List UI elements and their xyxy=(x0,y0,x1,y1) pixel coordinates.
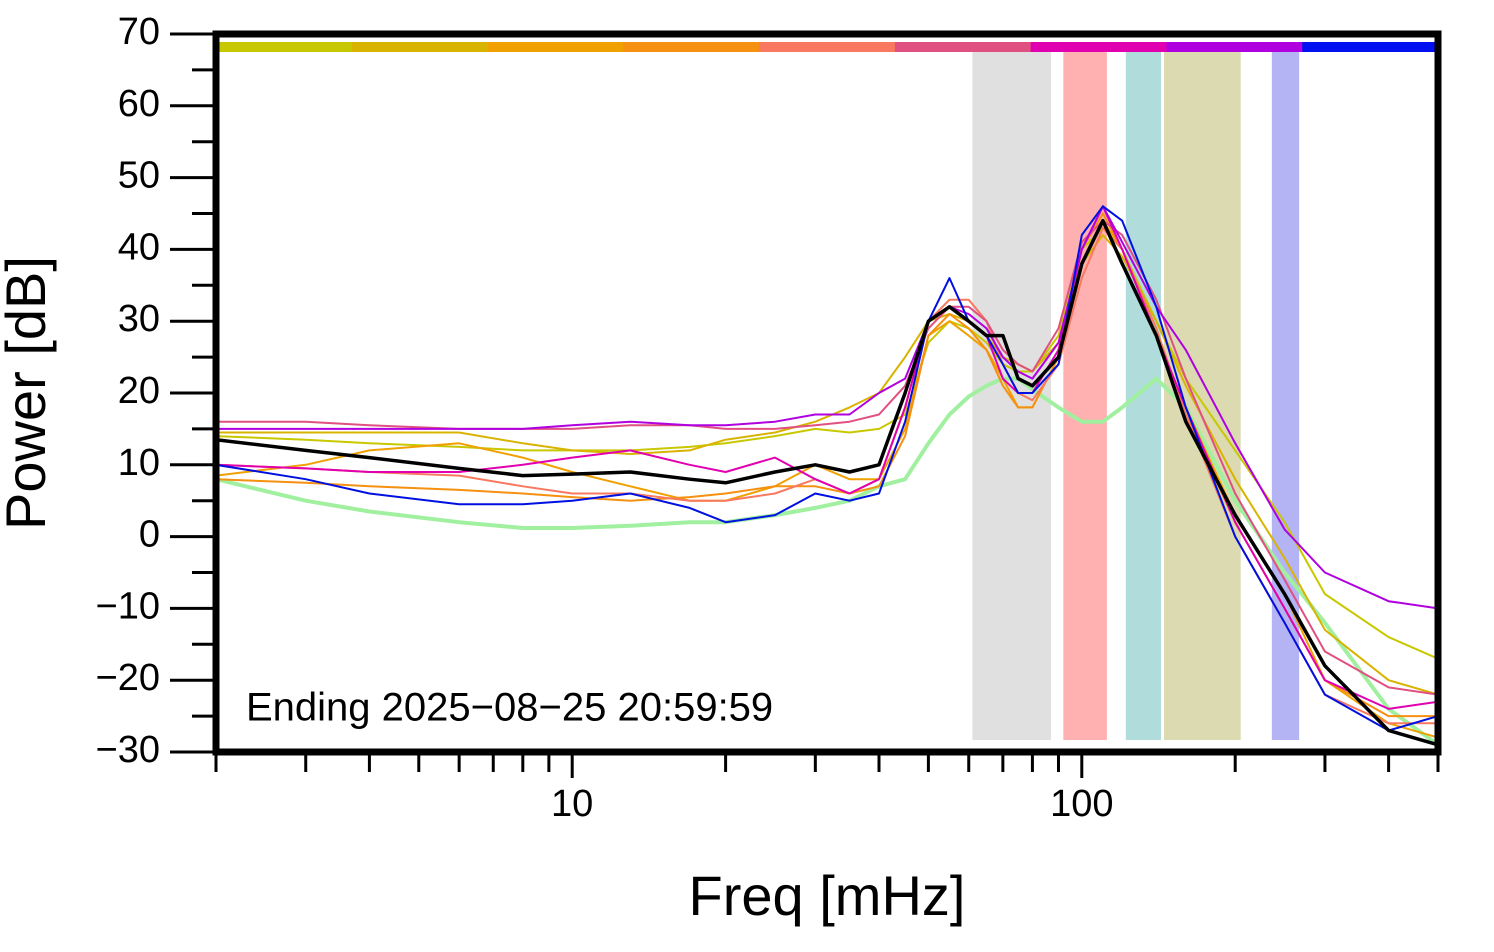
series-line xyxy=(216,226,1438,660)
y-tick-label: 20 xyxy=(118,370,160,412)
y-tick-label: 0 xyxy=(139,514,160,556)
y-tick-label: 50 xyxy=(118,155,160,197)
series-line xyxy=(216,205,1438,610)
color-bar xyxy=(216,42,1439,52)
color-bar-segment xyxy=(1166,42,1303,52)
y-tick-label: 40 xyxy=(118,226,160,268)
y-tick-label: −30 xyxy=(96,729,160,771)
series-line xyxy=(216,205,1438,732)
x-tick-label: 10 xyxy=(551,783,593,825)
y-tick-label: −10 xyxy=(96,585,160,627)
lines xyxy=(216,205,1438,747)
color-bar-segment xyxy=(487,42,624,52)
series-line xyxy=(216,212,1438,718)
series-line xyxy=(216,205,1438,710)
plot-frame xyxy=(212,30,1442,756)
x-axis-title: Freq [mHz] xyxy=(689,864,966,927)
axes: −30 −20 −10 0 10 20 30 40 50 60 70 10 100 xyxy=(96,11,1440,825)
series-line xyxy=(216,234,1438,696)
y-tick-label: 10 xyxy=(118,442,160,484)
color-bar-segment xyxy=(1030,42,1167,52)
y-tick-label: 70 xyxy=(118,11,160,53)
band xyxy=(1271,52,1300,740)
y-axis-title: Power [dB] xyxy=(0,256,57,530)
color-bar-segment xyxy=(894,42,1032,52)
y-tick-label: 30 xyxy=(118,298,160,340)
band xyxy=(1063,52,1107,740)
x-tick-label: 100 xyxy=(1050,783,1113,825)
color-bar-segment xyxy=(216,42,353,52)
annotation: Ending 2025−08−25 20:59:59 xyxy=(246,686,773,730)
color-bar-segment xyxy=(759,42,896,52)
band xyxy=(1125,52,1161,740)
y-tick-label: −20 xyxy=(96,657,160,699)
color-bar-segment xyxy=(623,42,760,52)
color-bar-segment xyxy=(1302,42,1439,52)
series-line xyxy=(216,218,1438,747)
series-line xyxy=(216,219,1438,696)
color-bar-segment xyxy=(351,42,489,52)
y-tick-label: 60 xyxy=(118,83,160,125)
